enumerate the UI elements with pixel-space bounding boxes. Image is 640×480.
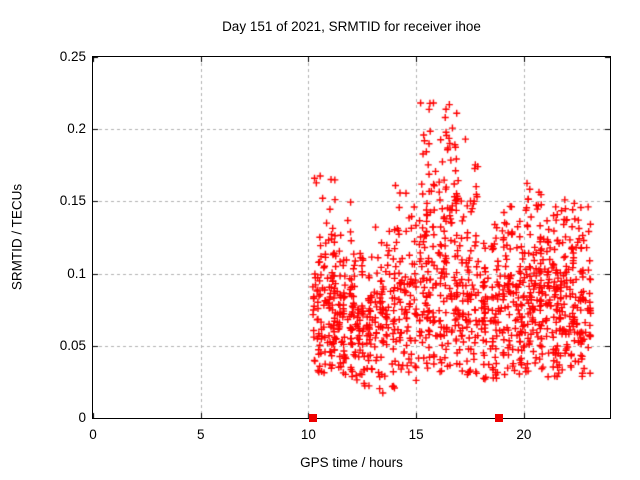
axis-marker-square: [308, 414, 317, 422]
y-tick-label: 0.2: [67, 121, 86, 137]
chart-title: Day 151 of 2021, SRMTID for receiver iho…: [222, 19, 481, 34]
y-tick-label: 0.25: [59, 49, 86, 64]
y-tick-label: 0.15: [59, 193, 86, 209]
x-axis-label: GPS time / hours: [300, 455, 403, 470]
y-tick-label: 0.05: [59, 337, 86, 353]
x-tick-label: 5: [196, 427, 205, 442]
axis-marker-square: [495, 414, 504, 422]
y-tick-label: 0.1: [67, 265, 86, 281]
plot-area: [92, 56, 611, 419]
y-axis-label: SRMTID / TECUs: [9, 183, 25, 291]
x-tick-label: 15: [408, 427, 424, 442]
x-tick-label: 10: [300, 427, 316, 442]
y-tick-label: 0: [78, 410, 86, 425]
scatter-plot-canvas: [93, 57, 610, 418]
x-tick-label: 0: [89, 427, 97, 442]
x-tick-label: 20: [516, 427, 532, 442]
